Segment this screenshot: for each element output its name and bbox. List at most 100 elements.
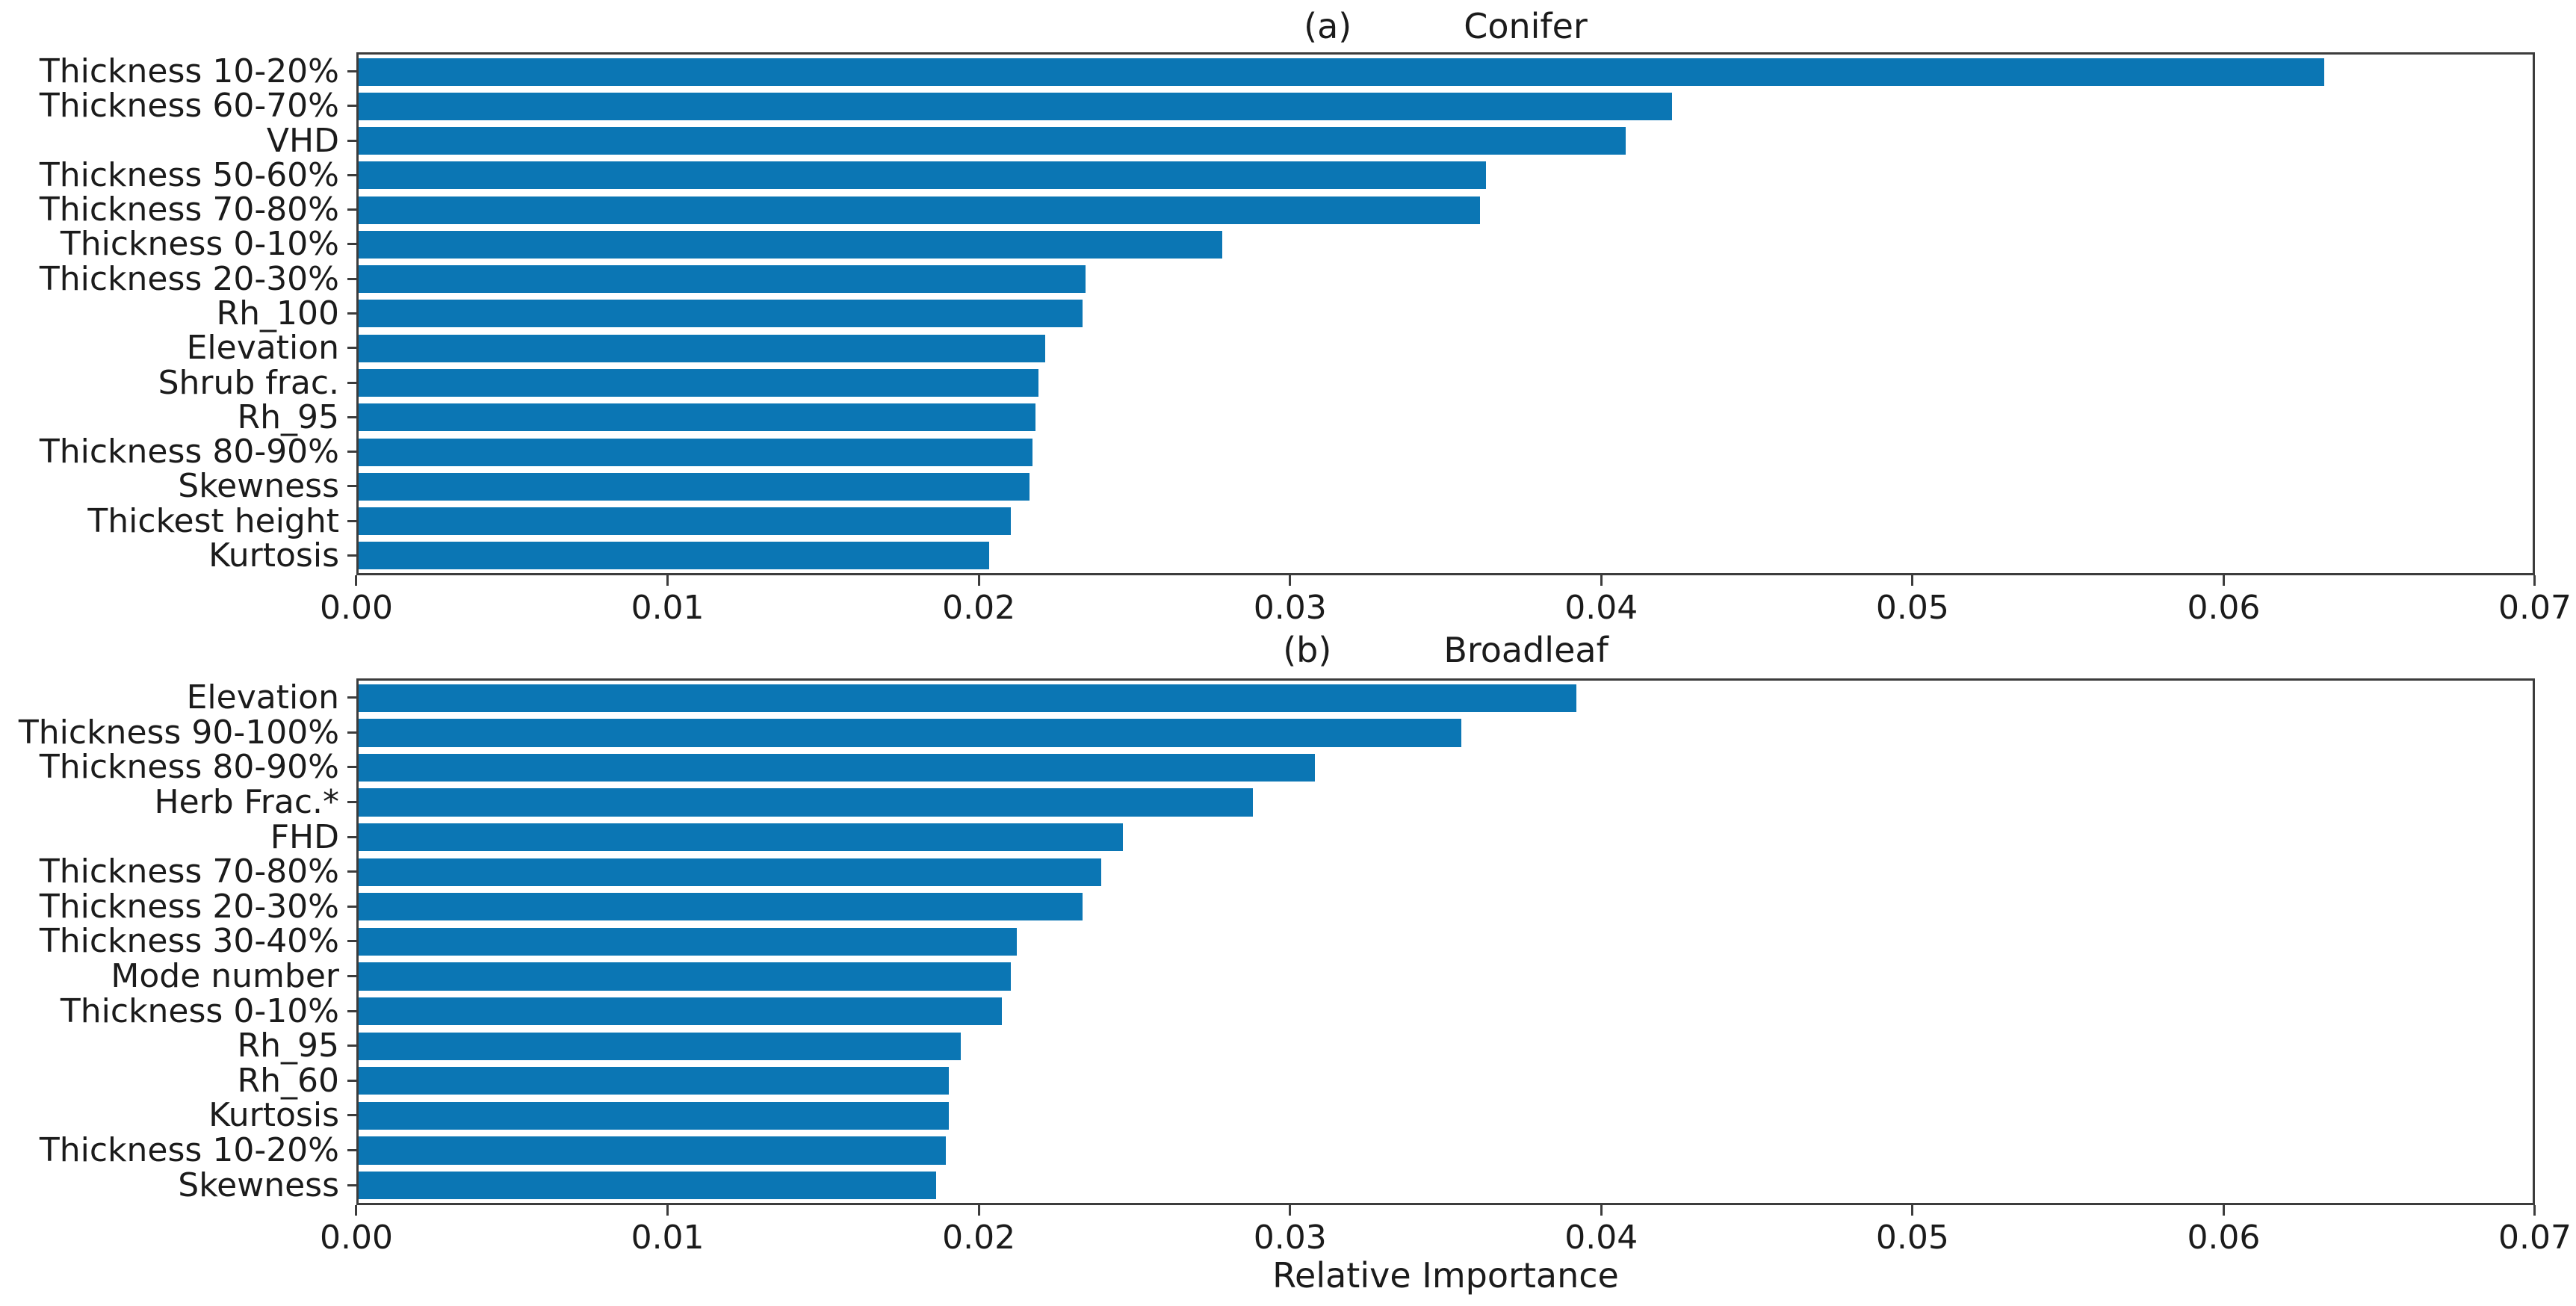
y-tick-mark (347, 485, 356, 488)
y-tick-mark (347, 347, 356, 350)
category-label: Elevation (186, 678, 339, 717)
bar (359, 1032, 962, 1060)
bar-row: Thickness 30-40% (40, 924, 2533, 959)
bar-row: Thickness 0-10% (61, 227, 2533, 261)
x-tick-label: 0.05 (1875, 1219, 1949, 1257)
x-tick: 0.02 (942, 1205, 1015, 1254)
bar-row: Thickness 10-20% (40, 1133, 2533, 1169)
x-tick-mark (1911, 575, 1914, 586)
bar-row: Shrub frac. (158, 365, 2533, 400)
bar-row: Kurtosis (208, 1098, 2533, 1133)
bar (359, 369, 1039, 397)
y-tick-mark (347, 1045, 356, 1047)
x-axis-title: Relative Importance (1272, 1255, 1619, 1296)
x-tick-label: 0.00 (320, 1219, 393, 1257)
category-label: VHD (266, 121, 339, 160)
category-label: Rh_60 (237, 1061, 339, 1100)
panel-label: (a) (1304, 6, 1352, 46)
bars-container: Thickness 10-20% Thickness 60-70% VHD Thick… (40, 55, 2533, 573)
x-tick: 0.07 (2498, 1205, 2572, 1254)
x-tick-label: 0.05 (1875, 589, 1949, 627)
category-label: Herb Frac.* (154, 783, 340, 822)
x-tick-mark (1600, 1205, 1603, 1216)
category-label: Thickness 20-30% (39, 259, 339, 298)
x-tick-label: 0.02 (942, 589, 1016, 627)
y-tick-mark (347, 696, 356, 699)
x-tick: 0.01 (631, 1205, 705, 1254)
bar (359, 438, 1033, 466)
x-tick: 0.04 (1564, 1205, 1638, 1254)
x-tick: 0.02 (942, 575, 1015, 625)
category-label: Thickness 50-60% (39, 155, 339, 194)
category-label: Skewness (178, 467, 339, 506)
bar (359, 265, 1086, 294)
x-tick-mark (1289, 575, 1292, 586)
y-tick-mark (347, 277, 356, 280)
x-tick-mark (977, 1205, 980, 1216)
bar-row: Thickness 80-90% (40, 750, 2533, 785)
category-label: Thickest height (87, 501, 339, 540)
bar (359, 58, 2325, 86)
y-tick-mark (347, 1183, 356, 1186)
category-label: Thickness 80-90% (39, 433, 339, 471)
bar (359, 1101, 949, 1130)
panel-label: (b) (1283, 630, 1332, 670)
bar (359, 161, 1487, 190)
bar (359, 927, 1018, 956)
x-tick-mark (1600, 575, 1603, 586)
x-tick-mark (1289, 1205, 1292, 1216)
bar (359, 230, 1222, 259)
y-tick-mark (347, 208, 356, 211)
x-tick: 0.05 (1876, 1205, 1949, 1254)
category-label: FHD (270, 817, 339, 856)
y-tick-mark (347, 173, 356, 176)
y-tick-mark (347, 940, 356, 943)
category-label: Thickness 70-80% (39, 191, 339, 229)
bar-row: Thickest height (87, 504, 2533, 538)
bar (359, 334, 1045, 362)
bar (359, 753, 1316, 782)
x-tick-label: 0.07 (2498, 589, 2572, 627)
bar (359, 92, 1673, 120)
y-tick-mark (347, 312, 356, 315)
x-tick: 0.06 (2187, 575, 2260, 625)
y-tick-mark (347, 766, 356, 769)
bar-row: Thickness 50-60% (40, 158, 2533, 193)
y-tick-mark (347, 243, 356, 246)
x-tick-label: 0.03 (1253, 589, 1327, 627)
category-label: Thickness 0-10% (60, 225, 339, 264)
category-label: Rh_95 (237, 397, 339, 436)
bar-row: Thickness 70-80% (40, 855, 2533, 890)
y-tick-mark (347, 70, 356, 73)
x-tick-mark (1911, 1205, 1914, 1216)
category-label: Thickness 80-90% (39, 748, 339, 787)
x-tick-mark (977, 575, 980, 586)
x-tick-label: 0.04 (1564, 1219, 1638, 1257)
bar (359, 962, 1011, 991)
plot-area-conifer: Thickness 10-20% Thickness 60-70% VHD Thick… (40, 52, 2535, 575)
x-tick-label: 0.04 (1564, 589, 1638, 627)
bar-row: Thickness 20-30% (40, 890, 2533, 925)
bar-row: Rh_95 (238, 1029, 2533, 1064)
x-tick-mark (666, 575, 669, 586)
y-tick-mark (347, 1114, 356, 1117)
bar-row: FHD (270, 820, 2533, 855)
category-label: Kurtosis (208, 536, 339, 575)
bar-row: Thickness 0-10% (61, 994, 2533, 1029)
x-tick-label: 0.03 (1253, 1219, 1327, 1257)
x-axis-conifer: 0.00 0.01 0.02 0.03 0.04 0.05 0.06 0.07 (320, 575, 2572, 635)
bar-row: Thickness 20-30% (40, 262, 2533, 297)
x-tick: 0.05 (1876, 575, 1949, 625)
bar-row: Mode number (111, 959, 2533, 994)
x-tick-mark (2222, 1205, 2225, 1216)
bar-row: Elevation (187, 331, 2533, 365)
y-tick-mark (347, 975, 356, 978)
y-tick-mark (347, 381, 356, 384)
x-tick: 0.07 (2498, 575, 2572, 625)
bar-row: Skewness (178, 469, 2533, 504)
category-label: Skewness (178, 1166, 339, 1204)
y-tick-mark (347, 415, 356, 418)
y-tick-mark (347, 801, 356, 804)
x-tick-mark (2533, 575, 2536, 586)
x-tick: 0.06 (2187, 1205, 2260, 1254)
